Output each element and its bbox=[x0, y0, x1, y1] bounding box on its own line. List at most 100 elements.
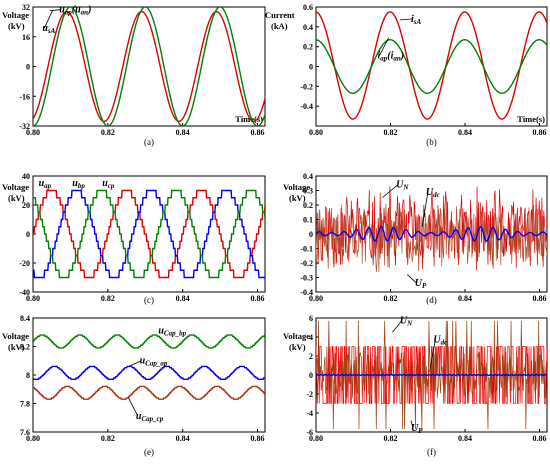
x-tick-label: 0.82 bbox=[384, 128, 398, 137]
plot-panel-3: 40 20 0 -20 -400.80 0.82 0.84 0.86 Voltage(kV) ua… bbox=[2, 172, 266, 305]
y-tick-label: 7.8 bbox=[20, 400, 30, 409]
annotation-label: iap(ian) bbox=[377, 51, 404, 63]
annotation-label: UP bbox=[415, 278, 427, 290]
x-tick-label: 0.84 bbox=[176, 128, 190, 137]
panel-caption: (b) bbox=[426, 137, 437, 147]
annotation-arrow bbox=[382, 184, 399, 199]
y-axis-label: Voltage bbox=[2, 331, 29, 341]
y-axis-unit: (kV) bbox=[289, 342, 306, 352]
y-tick-label: -0.2 bbox=[300, 259, 313, 268]
annotation-arrow bbox=[429, 339, 436, 373]
x-tick-label: 0.84 bbox=[176, 294, 190, 303]
x-tick-label: 0.86 bbox=[251, 434, 265, 443]
plot-panel-6: 6 4 2 0 -2 -4 -60.80 0.82 0.84 0.86 Voltage(kV) UN U… bbox=[283, 314, 548, 457]
panel-caption: (f) bbox=[427, 447, 436, 457]
y-axis-unit: (kA) bbox=[271, 21, 288, 31]
y-tick-label: -0.2 bbox=[300, 82, 313, 91]
y-tick-label: -0.4 bbox=[300, 288, 313, 297]
annotation-label: uap bbox=[39, 178, 52, 190]
plot-frame bbox=[315, 6, 548, 127]
annotation-label: UP bbox=[411, 423, 423, 435]
y-tick-label: -20 bbox=[19, 259, 30, 268]
annotation-label: isA bbox=[411, 14, 422, 26]
y-axis-unit: (kV) bbox=[289, 193, 306, 203]
y-tick-label: 0.4 bbox=[303, 23, 313, 32]
annotation-label: UN bbox=[396, 180, 409, 192]
plot-panel-4: 0.4 0.3 0.2 0.1 0 -0.1 -0.2 -0.3 -0.40.80 0.82 0.8… bbox=[283, 172, 548, 305]
x-tick-label: 0.80 bbox=[309, 128, 323, 137]
x-tick-label: 0.86 bbox=[533, 128, 547, 137]
x-tick-label: 0.80 bbox=[309, 434, 323, 443]
y-tick-label: 0.1 bbox=[303, 216, 313, 225]
y-tick-label: -4 bbox=[306, 409, 313, 418]
series-line-3 bbox=[33, 189, 265, 279]
series-line-2 bbox=[33, 365, 265, 380]
series-line-1 bbox=[316, 346, 547, 404]
series-line-2 bbox=[316, 320, 547, 430]
x-tick-label: 0.86 bbox=[533, 294, 547, 303]
annotation-label: Udc bbox=[433, 335, 447, 347]
annotation-arrow bbox=[379, 37, 390, 56]
y-tick-label: 0 bbox=[309, 230, 313, 239]
annotation-label: uCap_cp bbox=[136, 411, 164, 423]
plot-panel-5: 8.4 8.2 8 7.8 7.60.80 0.82 0.84 0.86 Voltage(kV)… bbox=[2, 314, 266, 457]
plot-frame bbox=[32, 175, 266, 293]
y-tick-label: 8.2 bbox=[20, 343, 30, 352]
y-tick-label: 2 bbox=[309, 352, 313, 361]
y-tick-label: 0 bbox=[26, 230, 30, 239]
x-tick-label: 0.82 bbox=[101, 434, 115, 443]
x-tick-label: 0.80 bbox=[26, 294, 40, 303]
y-axis-unit: (kV) bbox=[8, 342, 25, 352]
annotation-arrow bbox=[399, 18, 414, 21]
annotation-label: Udc bbox=[426, 187, 440, 199]
panel-caption: (a) bbox=[144, 137, 154, 147]
series-line-3 bbox=[316, 225, 547, 242]
annotation-arrow bbox=[421, 191, 429, 227]
annotation-arrow bbox=[49, 9, 62, 12]
y-axis-unit: (kV) bbox=[8, 21, 25, 31]
x-tick-label: 0.82 bbox=[101, 294, 115, 303]
y-tick-label: 32 bbox=[22, 3, 30, 12]
annotation-arrow bbox=[392, 320, 403, 333]
series-line-1 bbox=[33, 10, 265, 123]
x-tick-label: 0.82 bbox=[101, 128, 115, 137]
annotation-arrow bbox=[128, 360, 142, 367]
annotation-label: uCap_ap bbox=[140, 356, 168, 368]
annotation-label: uCap_bp bbox=[158, 326, 186, 338]
y-tick-label: -16 bbox=[19, 92, 30, 101]
y-tick-label: -0.3 bbox=[300, 274, 313, 283]
x-tick-label: 0.84 bbox=[458, 294, 472, 303]
y-tick-label: 8.4 bbox=[20, 314, 30, 323]
y-tick-label: -32 bbox=[19, 122, 30, 131]
y-tick-label: 0 bbox=[309, 371, 313, 380]
y-tick-label: 20 bbox=[22, 201, 30, 210]
y-tick-label: 0.3 bbox=[303, 187, 313, 196]
series-line-3 bbox=[33, 385, 265, 400]
series-line-2 bbox=[316, 39, 547, 94]
y-tick-label: 0 bbox=[309, 63, 313, 72]
y-axis-label: Current bbox=[265, 10, 295, 20]
y-tick-label: -40 bbox=[19, 288, 30, 297]
y-axis-label: Voltage bbox=[283, 331, 310, 341]
panel-caption: (d) bbox=[426, 295, 437, 305]
series-line-2 bbox=[33, 189, 265, 279]
y-axis-label: Voltage bbox=[283, 182, 310, 192]
y-tick-label: 0.4 bbox=[303, 172, 313, 181]
y-tick-label: 8 bbox=[26, 371, 30, 380]
annotation-label: usA bbox=[42, 23, 55, 35]
y-tick-label: -0.1 bbox=[300, 245, 313, 254]
y-tick-label: -6 bbox=[306, 428, 313, 437]
x-axis-label: Time(s) bbox=[517, 114, 545, 124]
x-tick-label: 0.80 bbox=[26, 434, 40, 443]
plot-panel-1: 32 16 0 -16 -320.80 0.82 0.84 0.86 Voltage(kV) Ti… bbox=[2, 3, 266, 147]
series-line-1 bbox=[33, 334, 265, 349]
series-line-1 bbox=[316, 11, 547, 120]
y-axis-label: Voltage bbox=[2, 10, 29, 20]
y-axis-label: Voltage bbox=[2, 182, 29, 192]
y-tick-label: 0.6 bbox=[303, 3, 313, 12]
annotation-arrow bbox=[43, 10, 53, 29]
x-tick-label: 0.80 bbox=[309, 294, 323, 303]
x-tick-label: 0.84 bbox=[176, 434, 190, 443]
annotation-arrow bbox=[128, 397, 139, 417]
y-tick-label: 4 bbox=[309, 333, 313, 342]
